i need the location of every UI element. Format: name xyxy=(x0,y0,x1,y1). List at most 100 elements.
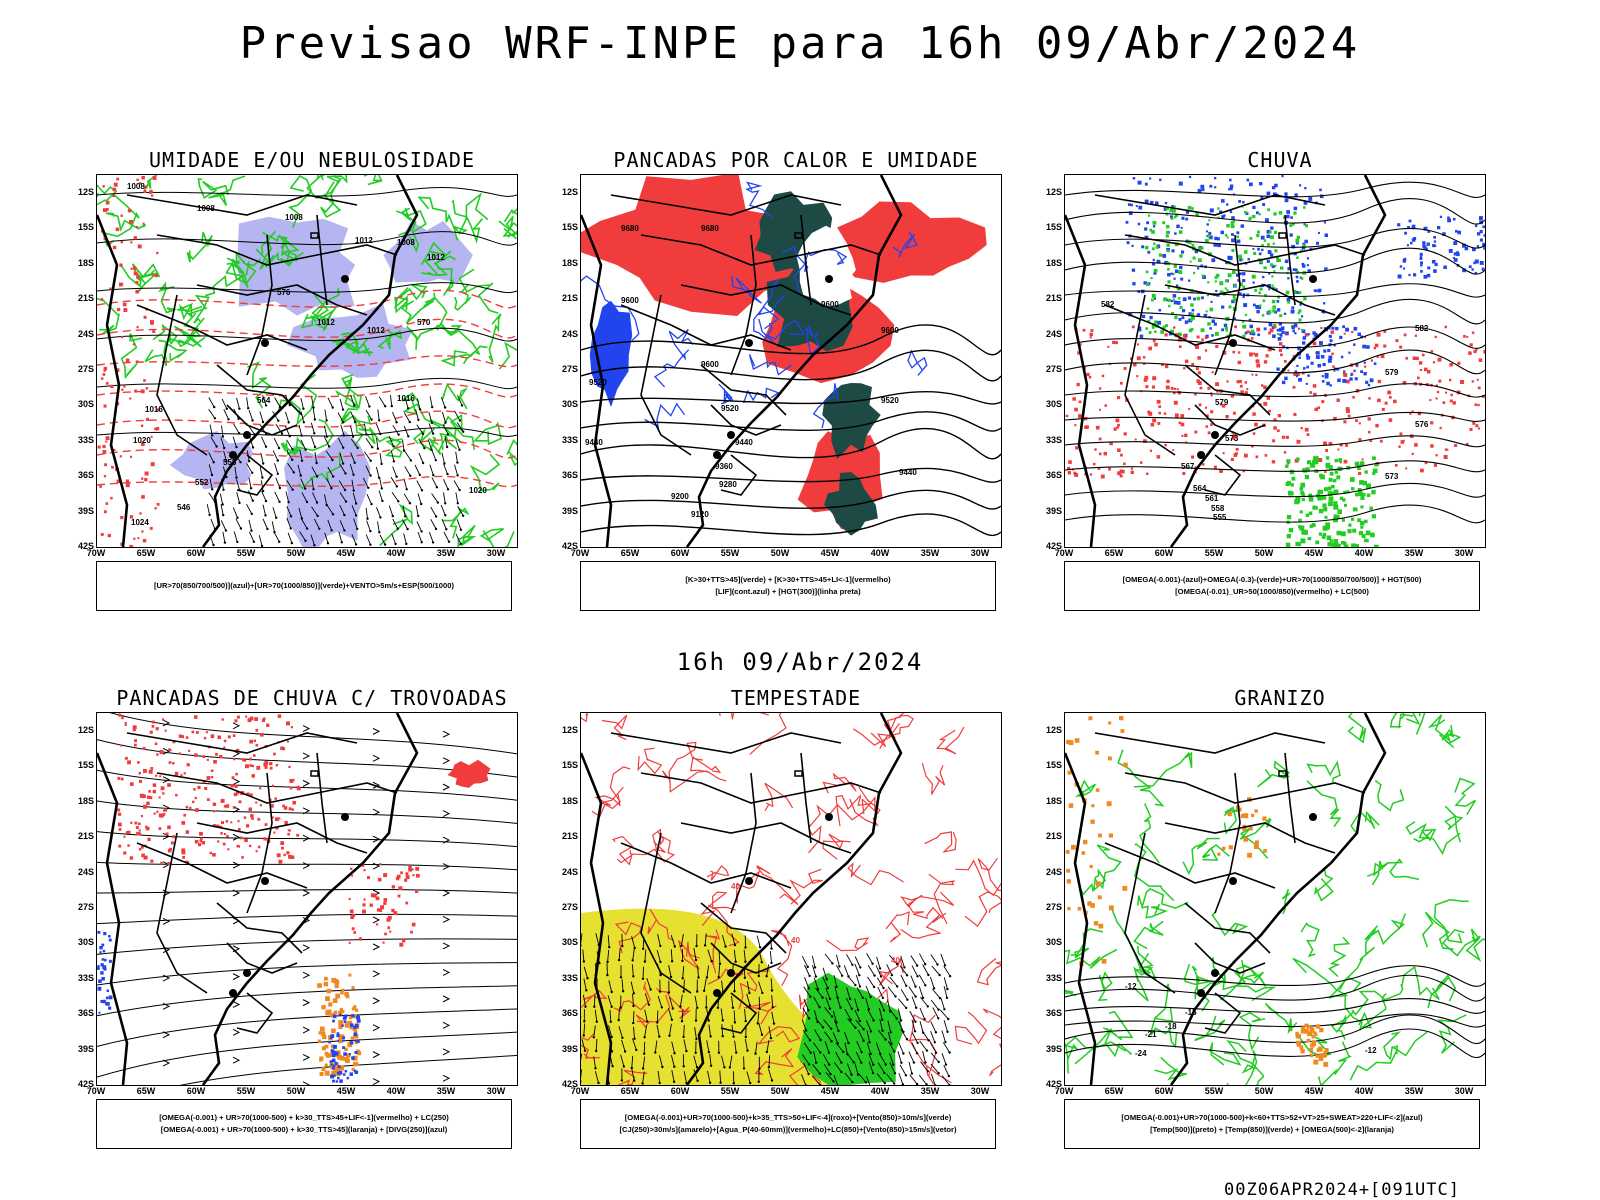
humidity-speck xyxy=(156,503,160,506)
contour-label: 9440 xyxy=(735,438,753,447)
lon-tick-label: 60W xyxy=(186,548,206,558)
rain-speck xyxy=(1217,243,1221,248)
rain-speck xyxy=(1271,275,1274,278)
rain-speck xyxy=(1245,211,1248,214)
wind-vector xyxy=(277,419,280,422)
rain-speck xyxy=(1366,483,1371,489)
wind-vector xyxy=(916,964,919,967)
contour-label: 1008 xyxy=(285,213,303,222)
storm-speck xyxy=(290,726,293,729)
storm-speck xyxy=(383,901,387,905)
rain-speck xyxy=(1453,252,1457,256)
panel-pancadas-calor: PANCADAS POR CALOR E UMIDADE 9680 9680 960… xyxy=(556,148,1036,623)
wind-vector xyxy=(409,474,412,477)
omega-speck xyxy=(1227,811,1232,817)
storm-speck xyxy=(353,1069,357,1073)
wind-vector xyxy=(404,451,412,461)
rain-speck xyxy=(1476,245,1480,248)
rain-speck xyxy=(1256,363,1261,368)
storm-speck xyxy=(120,777,124,781)
wind-vector xyxy=(379,516,382,519)
precipitable-water-contour xyxy=(847,862,904,886)
rain-speck xyxy=(1367,417,1371,421)
wind-vector xyxy=(592,1036,595,1039)
rain-speck xyxy=(1433,236,1436,239)
storm-speck xyxy=(124,723,127,726)
storm-speck xyxy=(340,1055,345,1060)
rain-speck xyxy=(1411,224,1416,229)
wind-vector xyxy=(332,475,335,478)
storm-speck xyxy=(105,996,109,1000)
rain-speck xyxy=(1298,356,1301,359)
streamline xyxy=(302,1053,311,1061)
rain-speck xyxy=(1182,472,1186,475)
rain-speck xyxy=(1170,215,1173,219)
rain-speck xyxy=(1288,527,1294,533)
storm-speck xyxy=(405,875,410,880)
humidity-contour xyxy=(469,453,501,492)
wind-vector xyxy=(264,514,267,517)
humidity-speck xyxy=(102,444,106,449)
rain-speck xyxy=(1361,534,1366,539)
wind-vector xyxy=(814,1029,821,1041)
map-canvas xyxy=(97,713,517,1085)
storm-speck xyxy=(354,1039,357,1042)
wind-vector xyxy=(352,489,355,492)
state-border xyxy=(700,364,787,416)
rain-speck xyxy=(1171,249,1175,253)
wind-vector xyxy=(709,1035,712,1038)
storm-speck xyxy=(336,1032,340,1035)
wind-vector xyxy=(925,1049,929,1052)
storm-speck xyxy=(239,836,243,840)
precipitable-water-contour xyxy=(668,741,704,782)
lon-tick-label: 30W xyxy=(486,1086,506,1096)
wind-vector xyxy=(223,450,227,462)
storm-speck xyxy=(344,1047,348,1052)
wind-vector xyxy=(642,947,645,950)
wind-vector xyxy=(312,406,315,409)
omega-speck xyxy=(1254,809,1258,813)
rain-speck xyxy=(1178,297,1181,300)
rain-speck xyxy=(1434,262,1438,267)
state-border xyxy=(1124,832,1176,994)
rain-speck xyxy=(1209,208,1214,213)
rain-speck xyxy=(1276,308,1281,312)
omega-speck xyxy=(1314,1032,1318,1036)
wind-vector xyxy=(290,541,294,545)
wind-vector xyxy=(431,432,435,435)
wind-vector xyxy=(455,492,459,504)
storm-speck xyxy=(332,1019,335,1023)
wind-vector xyxy=(643,1036,646,1039)
rain-speck xyxy=(1276,300,1280,303)
rain-speck xyxy=(1435,397,1438,400)
wind-vector xyxy=(354,514,358,517)
wind-vector xyxy=(673,945,676,948)
storm-speck xyxy=(379,863,382,866)
omega-speck xyxy=(1262,816,1267,821)
thickness-contour xyxy=(97,475,517,488)
storm-speck xyxy=(253,754,256,757)
rain-speck xyxy=(1130,357,1133,360)
wind-vector xyxy=(427,439,433,450)
humidity-speck xyxy=(156,251,159,255)
wind-vector xyxy=(455,439,460,450)
rain-speck xyxy=(1447,218,1451,223)
storm-speck xyxy=(195,808,199,812)
wind-vector xyxy=(394,542,397,546)
lat-tick-label: 42S xyxy=(77,1079,94,1089)
rain-speck xyxy=(1263,327,1267,331)
storm-speck xyxy=(346,1076,350,1080)
wind-vector xyxy=(846,1063,852,1075)
height-contour xyxy=(1065,411,1485,422)
rain-speck xyxy=(1224,326,1228,330)
wind-vector xyxy=(654,1040,658,1053)
rain-speck xyxy=(1228,305,1232,309)
wind-vector xyxy=(247,490,254,501)
storm-speck xyxy=(408,867,412,872)
precipitable-water-contour xyxy=(835,793,872,827)
rain-speck xyxy=(1302,264,1306,268)
lat-tick-label: 42S xyxy=(1045,1079,1062,1089)
wind-vector xyxy=(300,517,303,520)
rain-speck xyxy=(1187,205,1192,210)
rain-speck xyxy=(1239,282,1243,287)
